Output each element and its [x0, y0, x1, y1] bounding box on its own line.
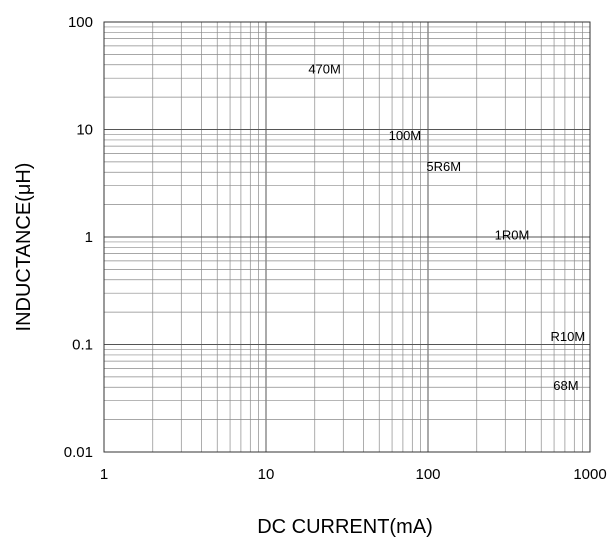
y-tick-label: 0.1	[72, 337, 93, 354]
plot-frame	[103, 21, 591, 453]
y-tick-label: 10	[76, 122, 93, 139]
plot-grid	[103, 21, 591, 453]
part-annotation: 1R0M	[495, 228, 530, 243]
part-annotation: 68M	[553, 378, 578, 393]
x-tick-label: 10	[258, 466, 275, 483]
part-annotation: 100M	[389, 128, 422, 143]
x-axis-label: DC CURRENT(mA)	[257, 516, 433, 538]
y-axis-label: INDUCTANCE(μH)	[13, 163, 35, 332]
x-tick-labels: 1 10 100 1000	[100, 466, 607, 483]
y-tick-label: 100	[68, 14, 93, 31]
part-annotation: 470M	[308, 61, 341, 76]
y-tick-labels: 100 10 1 0.1 0.01	[64, 14, 93, 461]
part-annotations: 470M 100M 5R6M 1R0M R10M 68M	[308, 61, 585, 393]
x-tick-label: 100	[415, 466, 440, 483]
part-annotation: R10M	[551, 329, 586, 344]
y-tick-label: 0.01	[64, 444, 93, 461]
x-tick-label: 1	[100, 466, 108, 483]
x-tick-label: 1000	[573, 466, 606, 483]
part-annotation: 5R6M	[426, 159, 461, 174]
y-tick-label: 1	[85, 229, 93, 246]
